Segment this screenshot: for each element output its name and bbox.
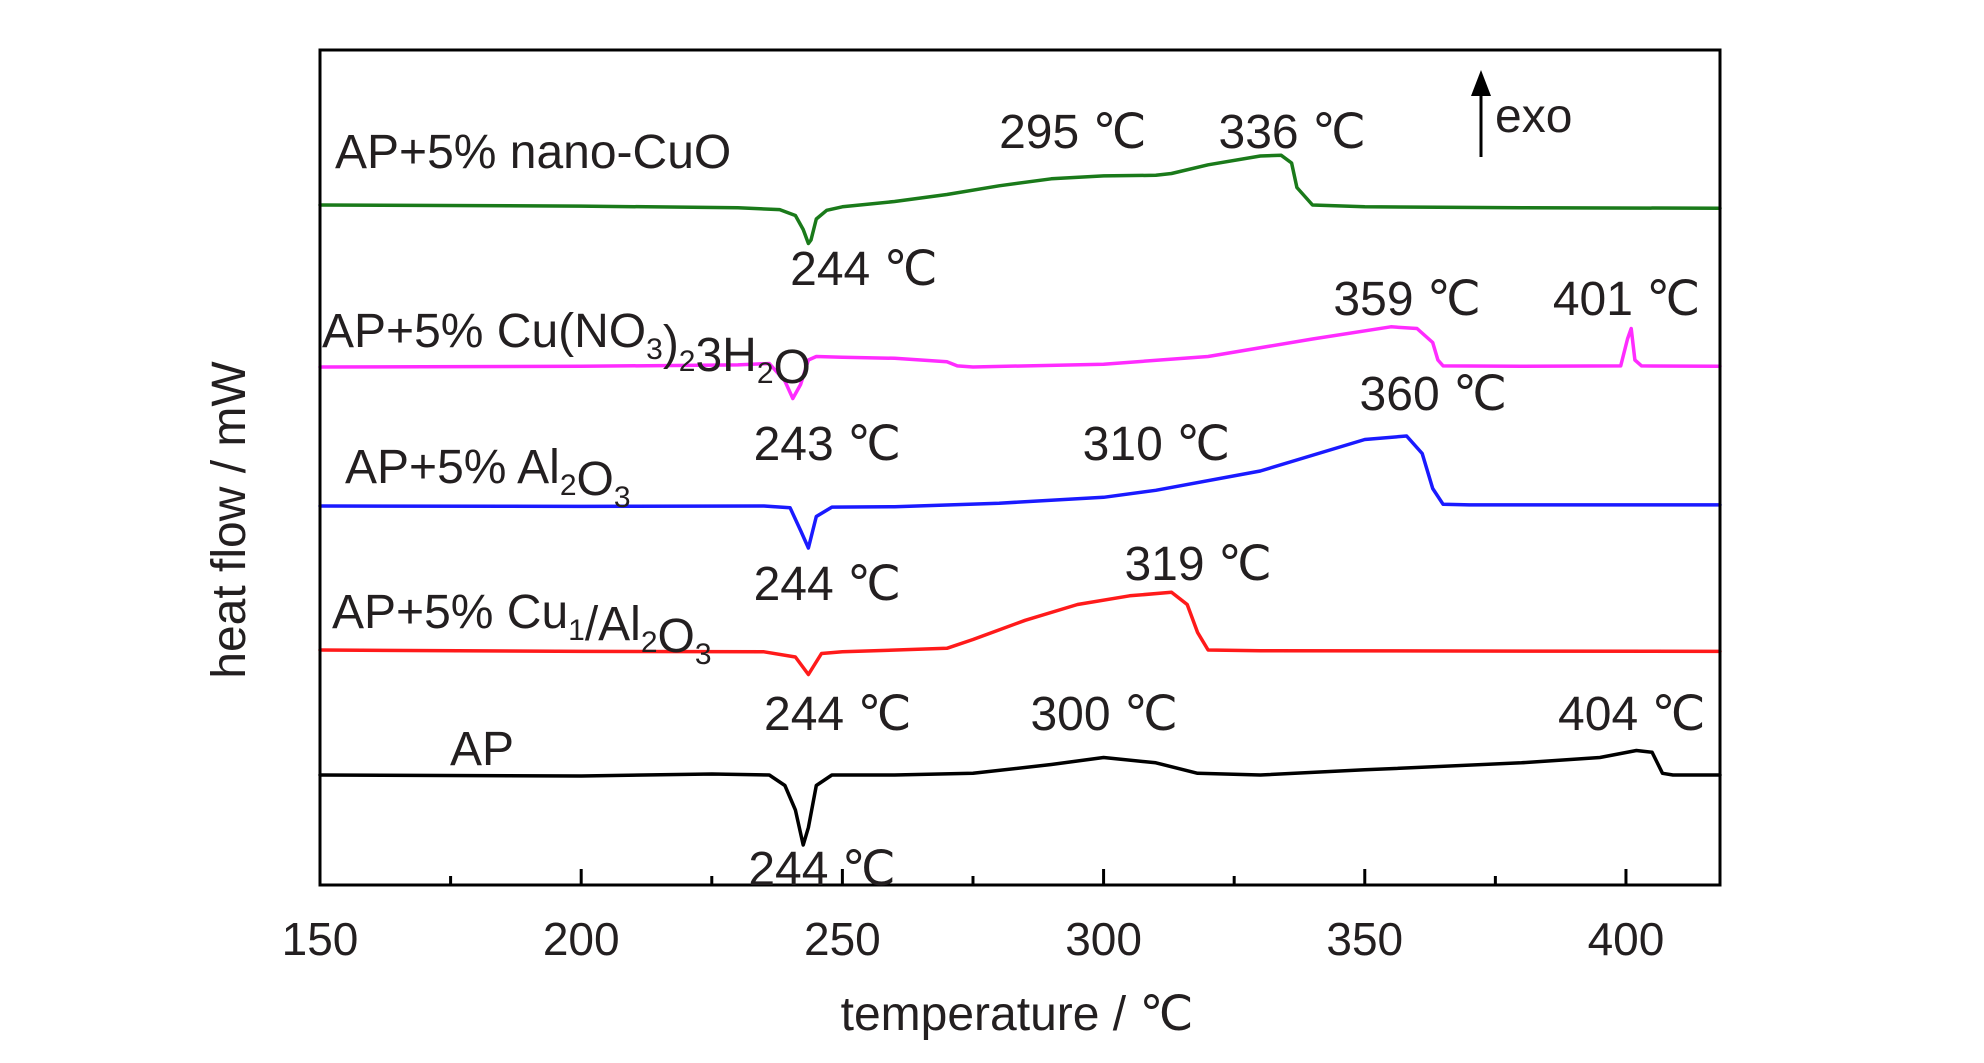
x-tick-label: 400: [1588, 913, 1665, 965]
series-line-4: [318, 590, 1722, 677]
series-line-5: [318, 748, 1722, 847]
peak-label: 244 ℃: [790, 243, 937, 296]
peak-label: 295 ℃: [999, 106, 1146, 159]
peak-label: 401 ℃: [1553, 273, 1700, 326]
series-line-1: [318, 153, 1722, 246]
series-label-2: AP+5% Cu(NO3)23H2O: [322, 305, 811, 394]
series-layer: [318, 153, 1722, 847]
peak-label: 404 ℃: [1558, 688, 1705, 741]
peak-label: 244 ℃: [764, 688, 911, 741]
x-axis-ticks: [318, 869, 1628, 885]
x-tick-label: 300: [1065, 913, 1142, 965]
series-line-2: [318, 325, 1722, 401]
series-line-3: [318, 434, 1722, 550]
series-labels: AP+5% nano-CuO AP+5% Cu(NO3)23H2O AP+5% Al…: [322, 126, 811, 776]
x-axis-tick-labels: 150 200 250 300 350 400: [282, 913, 1665, 965]
x-tick-label: 350: [1326, 913, 1403, 965]
x-tick-label: 150: [282, 913, 359, 965]
peak-label: 244 ℃: [754, 558, 901, 611]
series-label-4: AP+5% Cu1/Al2O3: [332, 586, 712, 671]
x-tick-label: 200: [543, 913, 620, 965]
peak-label: 336 ℃: [1219, 106, 1366, 159]
x-tick-label: 250: [804, 913, 881, 965]
peak-label: 360 ℃: [1360, 368, 1507, 421]
peak-label: 243 ℃: [754, 418, 901, 471]
exo-arrow: [1471, 70, 1491, 157]
exo-arrow-icon: [1471, 70, 1491, 96]
x-axis-title: temperature / ℃: [841, 988, 1194, 1041]
exo-label: exo: [1495, 90, 1572, 143]
series-label-3: AP+5% Al2O3: [345, 441, 631, 514]
peak-label: 310 ℃: [1083, 418, 1230, 471]
peak-labels: 295 ℃ 336 ℃ 244 ℃ 359 ℃ 401 ℃ 243 ℃ 310 ℃ 360 ℃…: [748, 106, 1705, 896]
peak-label: 359 ℃: [1333, 273, 1480, 326]
peak-label: 319 ℃: [1124, 538, 1271, 591]
peak-label: 244 ℃: [748, 843, 895, 896]
plot-frame: [318, 48, 1722, 887]
series-label-5: AP: [450, 723, 514, 776]
series-label-1: AP+5% nano-CuO: [335, 126, 731, 179]
y-axis-title: heat flow / mW: [203, 361, 256, 679]
peak-label: 300 ℃: [1030, 688, 1177, 741]
